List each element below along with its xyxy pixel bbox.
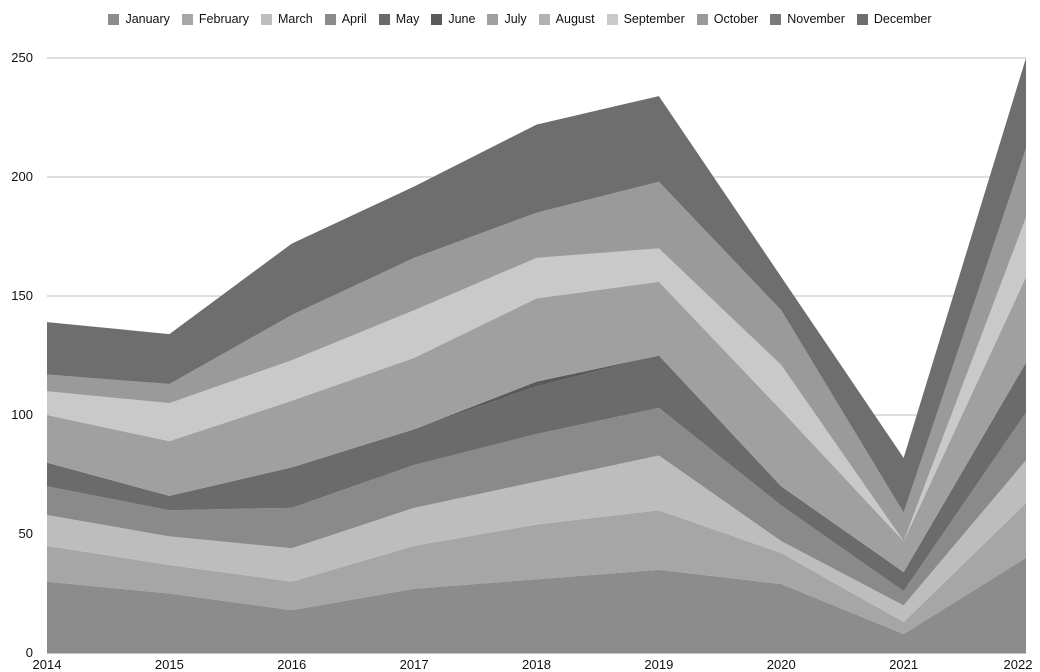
y-tick-label: 150 [11,288,33,303]
legend-label: September [623,12,685,26]
legend-label: November [787,12,845,26]
legend-swatch [856,13,868,25]
x-tick-label: 2018 [522,657,551,672]
legend-label: June [448,12,476,26]
legend-label: April [341,12,367,26]
legend-swatch [538,13,550,25]
x-tick-label: 2015 [155,657,184,672]
area-february [47,503,1026,634]
area-march [47,455,1026,623]
y-tick-label: 50 [19,526,33,541]
legend-label: February [198,12,249,26]
chart-legend: January February March April May June July Augu… [0,10,1040,28]
legend-item-january: January [108,12,170,26]
legend-item-june: June [431,12,475,26]
legend-swatch [378,13,390,25]
legend-swatch [324,13,336,25]
area-december [47,58,1026,513]
legend-item-february: February [181,12,249,26]
axis-labels: 0 50 100 150 200 250 2014 2015 2016 2017 2018 2019 2… [11,50,1032,672]
legend-label: July [504,12,527,26]
area-may [47,355,1026,592]
legend-swatch [181,13,193,25]
legend-item-december: December [856,12,932,26]
y-tick-label: 100 [11,407,33,422]
area-october [47,148,1026,542]
legend-swatch [108,13,120,25]
legend-item-july: July [487,12,527,26]
x-tick-label: 2020 [767,657,796,672]
legend-item-october: October [696,12,759,26]
legend-swatch [696,13,708,25]
legend-label: May [395,12,420,26]
area-january [47,557,1026,653]
legend-label: December [873,12,932,26]
x-tick-label: 2014 [33,657,62,672]
legend-item-april: April [324,12,367,26]
x-tick-label: 2022 [1004,657,1033,672]
area-september [47,217,1026,542]
legend-item-november: November [770,12,845,26]
legend-swatch [260,13,272,25]
area-april [47,407,1026,606]
legend-label: August [555,12,595,26]
legend-swatch [606,13,618,25]
legend-item-may: May [378,12,420,26]
legend-label: March [277,12,313,26]
area-series [47,58,1026,653]
x-tick-label: 2019 [644,657,673,672]
x-tick-label: 2021 [889,657,918,672]
x-tick-label: 2016 [277,657,306,672]
y-tick-label: 0 [26,645,33,660]
legend-swatch [487,13,499,25]
y-tick-label: 250 [11,50,33,65]
legend-swatch [770,13,782,25]
y-tick-label: 200 [11,169,33,184]
legend-item-september: September [606,12,685,26]
legend-label: January [125,12,170,26]
x-tick-label: 2017 [400,657,429,672]
legend-item-march: March [260,12,313,26]
legend-item-august: August [538,12,595,26]
area-july [47,276,1026,573]
legend-swatch [431,13,443,25]
legend-label: October [713,12,759,26]
